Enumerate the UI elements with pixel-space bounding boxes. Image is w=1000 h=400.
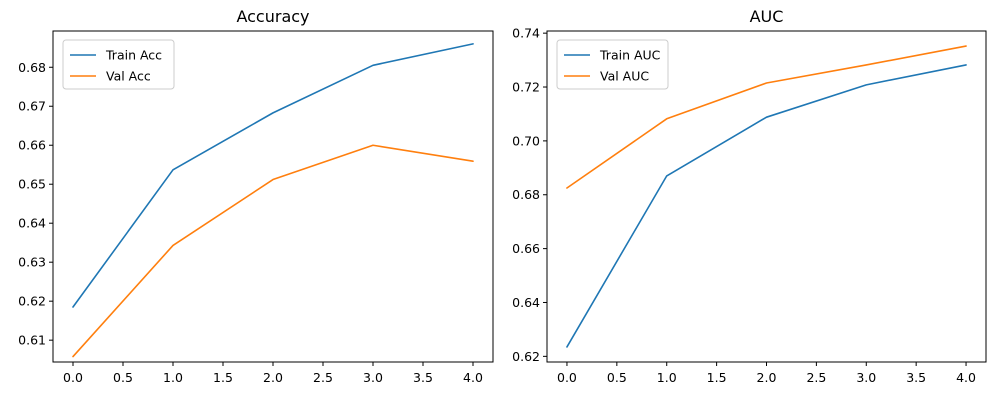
series-line-1 (566, 64, 967, 348)
y-tick-label: 0.68 (512, 187, 540, 202)
chart-title: AUC (750, 7, 784, 26)
x-tick-label: 2.0 (263, 370, 283, 385)
x-tick-label: 4.0 (956, 370, 976, 385)
x-tick-label: 4.0 (463, 370, 483, 385)
x-tick-label: 0.5 (607, 370, 627, 385)
x-tick-label: 2.5 (313, 370, 333, 385)
y-tick-label: 0.65 (18, 177, 46, 192)
y-tick-label: 0.67 (18, 99, 46, 114)
x-tick-label: 0.5 (113, 370, 133, 385)
y-tick-label: 0.72 (512, 80, 540, 95)
x-tick-label: 0.0 (63, 370, 83, 385)
series-line-1 (72, 43, 474, 308)
x-tick-label: 1.5 (707, 370, 727, 385)
legend-label: Val AUC (600, 69, 649, 84)
chart-panel-1: Accuracy 0.0 0.5 1.0 1.5 2.0 2.5 3.0 3.5 4.0 0.61 0… (18, 7, 494, 385)
chart-title: Accuracy (236, 7, 309, 26)
legend-label: Train AUC (599, 48, 661, 63)
series-line-2 (72, 144, 474, 358)
x-tick-label: 1.0 (657, 370, 677, 385)
y-tick-label: 0.62 (18, 294, 46, 309)
x-tick-label: 1.5 (213, 370, 233, 385)
legend-label: Val Acc (106, 69, 151, 84)
plot-frame (546, 30, 987, 363)
y-tick-label: 0.70 (512, 133, 540, 148)
x-tick-label: 3.5 (906, 370, 926, 385)
legend-label: Train Acc (105, 48, 162, 63)
x-tick-label: 2.5 (806, 370, 826, 385)
x-tick-label: 1.0 (163, 370, 183, 385)
x-tick-label: 3.5 (413, 370, 433, 385)
chart-panel-2: AUC 0.0 0.5 1.0 1.5 2.0 2.5 3.0 3.5 4.0 0.62 0.64 0.… (512, 7, 987, 385)
y-tick-label: 0.64 (18, 216, 46, 231)
legend: Train AUC Val AUC (556, 39, 669, 90)
y-tick-label: 0.74 (512, 26, 540, 41)
y-tick-label: 0.66 (18, 138, 46, 153)
y-tick-label: 0.63 (18, 255, 46, 270)
y-tick-label: 0.62 (512, 349, 540, 364)
x-tick-label: 2.0 (757, 370, 777, 385)
legend: Train Acc Val Acc (62, 39, 175, 90)
x-tick-label: 0.0 (557, 370, 577, 385)
plot-frame (52, 30, 494, 363)
x-tick-label: 3.0 (363, 370, 383, 385)
y-tick-label: 0.68 (18, 60, 46, 75)
x-tick-label: 3.0 (856, 370, 876, 385)
y-tick-label: 0.66 (512, 241, 540, 256)
y-tick-label: 0.61 (18, 333, 46, 348)
y-tick-label: 0.64 (512, 295, 540, 310)
series-line-2 (566, 45, 967, 189)
